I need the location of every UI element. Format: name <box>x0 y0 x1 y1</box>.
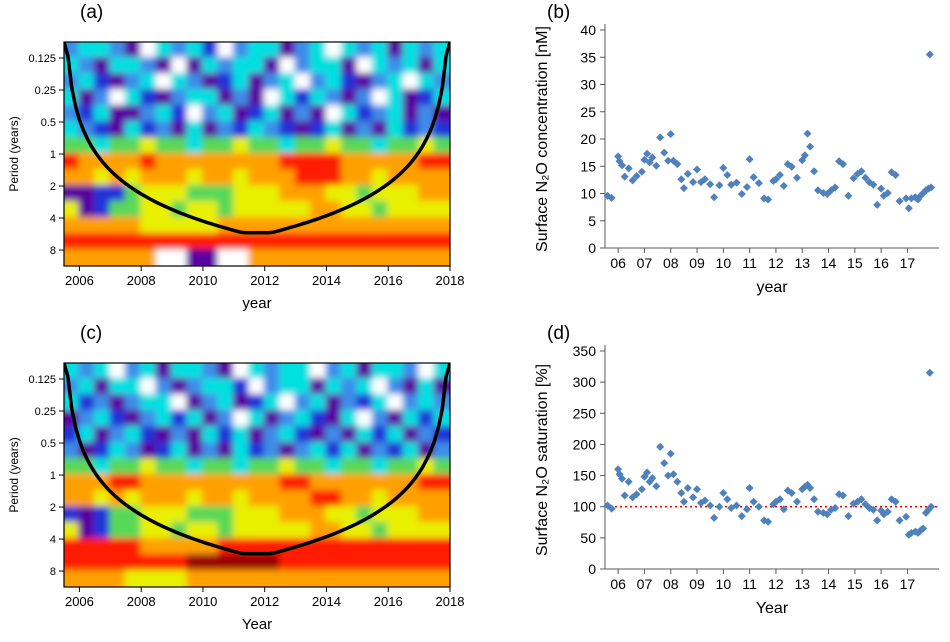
svg-text:Period (years): Period (years) <box>7 116 21 191</box>
svg-text:09: 09 <box>689 255 705 271</box>
svg-text:2014: 2014 <box>312 594 341 609</box>
n2o-saturation-scatter-chart-d: 0 50 100 150 200 250 300 350 06 07 08 09 10 11 12 13 14 1… <box>534 343 939 617</box>
svg-text:35: 35 <box>580 49 596 65</box>
svg-text:0.25: 0.25 <box>35 85 56 97</box>
svg-text:2: 2 <box>50 181 56 193</box>
svg-text:2006: 2006 <box>65 594 94 609</box>
svg-text:25: 25 <box>580 104 596 120</box>
svg-text:13: 13 <box>794 255 810 271</box>
panel-c-label: (c) <box>80 323 103 344</box>
svg-text:12: 12 <box>768 255 784 271</box>
svg-text:16: 16 <box>873 576 889 592</box>
svg-text:0.25: 0.25 <box>35 406 56 418</box>
svg-text:10: 10 <box>580 186 596 202</box>
svg-text:200: 200 <box>573 436 597 452</box>
svg-text:Year: Year <box>242 616 272 633</box>
panel-b-label: (b) <box>547 2 571 23</box>
svg-text:06: 06 <box>610 576 626 592</box>
panel-d-scatter: (d) 0 50 100 150 200 250 300 350 06 07 08 09 10 11 12 1… <box>475 321 950 642</box>
svg-text:10: 10 <box>716 576 732 592</box>
svg-text:40: 40 <box>580 22 596 38</box>
svg-text:year: year <box>242 295 271 312</box>
svg-text:13: 13 <box>794 576 810 592</box>
svg-text:07: 07 <box>637 576 653 592</box>
svg-text:0.125: 0.125 <box>28 374 56 386</box>
svg-text:15: 15 <box>847 576 863 592</box>
panel-a-label: (a) <box>80 2 104 23</box>
svg-text:20: 20 <box>580 131 596 147</box>
svg-text:12: 12 <box>768 576 784 592</box>
svg-text:15: 15 <box>847 255 863 271</box>
svg-text:50: 50 <box>580 530 596 546</box>
n2o-concentration-scatter-chart-b: 0 5 10 15 20 25 30 35 40 06 07 08 09 10 11 12 13 14 15 16 17… <box>534 22 939 296</box>
panel-b-scatter: (b) 0 5 10 15 20 25 30 35 40 06 07 08 09 10 11 12 13 14 15… <box>475 0 950 321</box>
svg-text:11: 11 <box>742 255 757 271</box>
svg-text:15: 15 <box>580 158 596 174</box>
svg-text:2012: 2012 <box>250 594 279 609</box>
svg-text:4: 4 <box>50 534 56 546</box>
svg-text:10: 10 <box>716 255 732 271</box>
svg-text:09: 09 <box>689 576 705 592</box>
svg-text:2008: 2008 <box>127 273 156 288</box>
svg-text:11: 11 <box>742 576 757 592</box>
svg-text:2010: 2010 <box>188 273 217 288</box>
svg-text:14: 14 <box>821 255 837 271</box>
svg-text:14: 14 <box>821 576 837 592</box>
svg-text:Surface N₂O saturation [%]: Surface N₂O saturation [%] <box>534 364 551 556</box>
svg-text:0: 0 <box>588 240 596 256</box>
svg-text:8: 8 <box>50 245 56 257</box>
panel-a-wavelet: (a) 0.125 0.25 0.5 1 2 4 8 2006 2008 2010 2012 2014… <box>0 0 475 321</box>
svg-text:2008: 2008 <box>127 594 156 609</box>
svg-text:150: 150 <box>573 468 597 484</box>
svg-text:4: 4 <box>50 213 56 225</box>
svg-text:2016: 2016 <box>374 273 403 288</box>
svg-text:8: 8 <box>50 566 56 578</box>
panel-d-label: (d) <box>547 323 571 344</box>
svg-text:2: 2 <box>50 502 56 514</box>
svg-text:30: 30 <box>580 77 596 93</box>
svg-text:0.125: 0.125 <box>28 53 56 65</box>
wavelet-power-spectrum-chart-c: 0.125 0.25 0.5 1 2 4 8 2006 2008 2010 2012 2014 2016… <box>7 362 465 633</box>
svg-text:07: 07 <box>637 255 653 271</box>
svg-text:0.5: 0.5 <box>41 117 56 129</box>
svg-text:100: 100 <box>573 499 597 515</box>
svg-text:2010: 2010 <box>188 594 217 609</box>
svg-text:06: 06 <box>610 255 626 271</box>
svg-text:08: 08 <box>663 255 679 271</box>
svg-text:2018: 2018 <box>436 273 465 288</box>
svg-text:2006: 2006 <box>65 273 94 288</box>
svg-text:2016: 2016 <box>374 594 403 609</box>
svg-text:Year: Year <box>756 600 789 617</box>
svg-text:1: 1 <box>50 149 56 161</box>
svg-text:2012: 2012 <box>250 273 279 288</box>
svg-text:17: 17 <box>900 576 916 592</box>
panel-c-wavelet: (c) 0.125 0.25 0.5 1 2 4 8 2006 2008 2010 2012 2014… <box>0 321 475 642</box>
svg-text:0: 0 <box>588 561 596 577</box>
wavelet-power-spectrum-chart-a: 0.125 0.25 0.5 1 2 4 8 2006 2008 2010 2012 2014 2016… <box>7 41 465 312</box>
svg-text:0.5: 0.5 <box>41 438 56 450</box>
svg-text:17: 17 <box>900 255 916 271</box>
svg-text:350: 350 <box>573 343 597 359</box>
svg-text:Period (years): Period (years) <box>7 437 21 512</box>
svg-text:16: 16 <box>873 255 889 271</box>
svg-text:300: 300 <box>573 374 597 390</box>
svg-text:250: 250 <box>573 405 597 421</box>
svg-text:1: 1 <box>50 470 56 482</box>
svg-text:Surface N₂O concentration [nM]: Surface N₂O concentration [nM] <box>534 26 551 252</box>
svg-text:year: year <box>756 279 788 296</box>
svg-text:2018: 2018 <box>436 594 465 609</box>
svg-text:2014: 2014 <box>312 273 341 288</box>
svg-text:5: 5 <box>588 213 596 229</box>
svg-text:08: 08 <box>663 576 679 592</box>
